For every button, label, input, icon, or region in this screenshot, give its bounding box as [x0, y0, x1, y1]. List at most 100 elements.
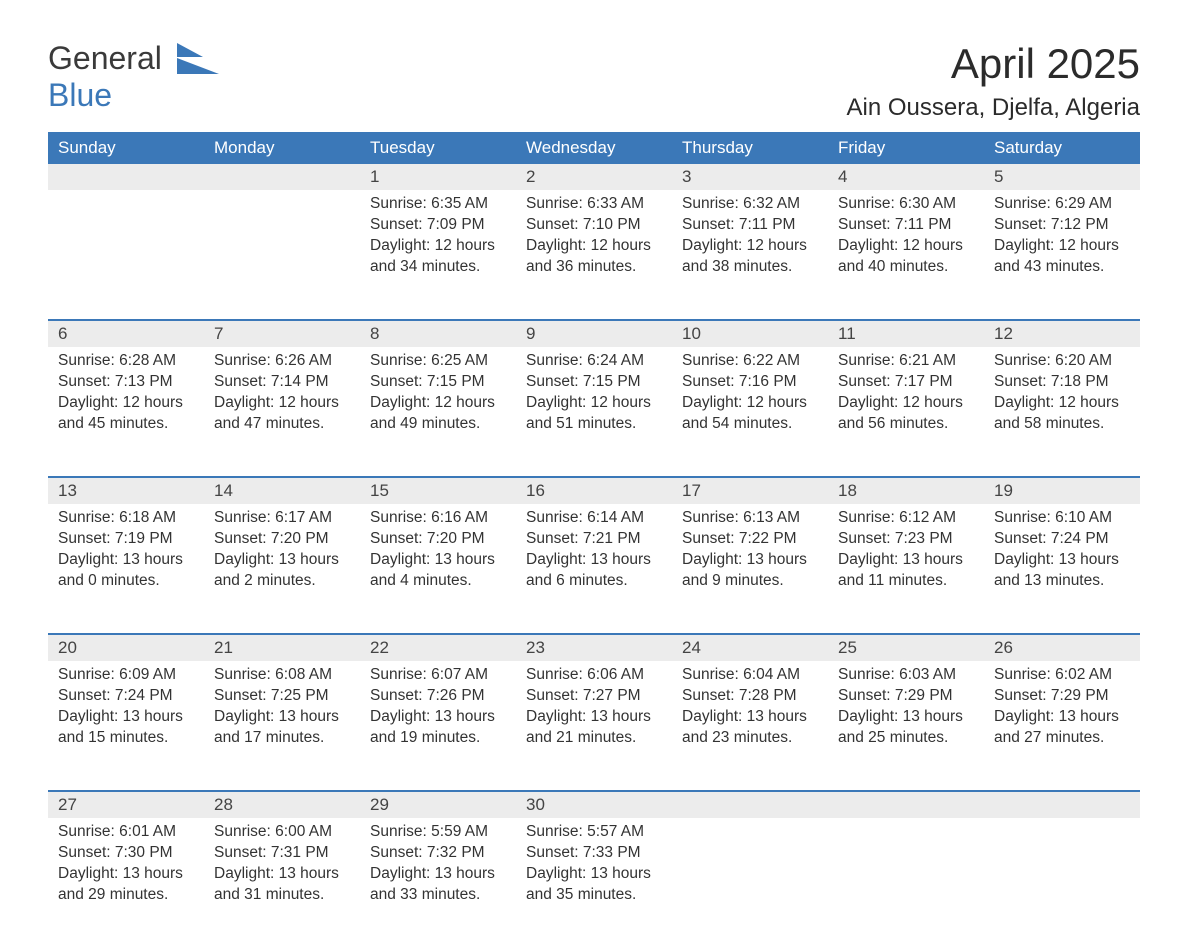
- daylight-line: Daylight: 13 hours and 15 minutes.: [58, 707, 194, 749]
- day-content-cell: Sunrise: 5:59 AMSunset: 7:32 PMDaylight:…: [360, 818, 516, 948]
- day-content-cell: Sunrise: 6:02 AMSunset: 7:29 PMDaylight:…: [984, 661, 1140, 791]
- day-content-cell: Sunrise: 6:22 AMSunset: 7:16 PMDaylight:…: [672, 347, 828, 477]
- sunrise-line: Sunrise: 6:35 AM: [370, 194, 506, 215]
- sunset-line: Sunset: 7:30 PM: [58, 843, 194, 864]
- daylight-line: Daylight: 12 hours and 38 minutes.: [682, 236, 818, 278]
- day-content-cell: Sunrise: 5:57 AMSunset: 7:33 PMDaylight:…: [516, 818, 672, 948]
- day-number-cell: [828, 791, 984, 818]
- sunset-line: Sunset: 7:11 PM: [682, 215, 818, 236]
- day-content-cell: Sunrise: 6:21 AMSunset: 7:17 PMDaylight:…: [828, 347, 984, 477]
- sunset-line: Sunset: 7:29 PM: [994, 686, 1130, 707]
- day-number-cell: 15: [360, 477, 516, 504]
- sunset-line: Sunset: 7:20 PM: [214, 529, 350, 550]
- day-content-cell: Sunrise: 6:08 AMSunset: 7:25 PMDaylight:…: [204, 661, 360, 791]
- day-number-cell: 4: [828, 164, 984, 190]
- sunrise-line: Sunrise: 5:57 AM: [526, 822, 662, 843]
- day-content-row: Sunrise: 6:35 AMSunset: 7:09 PMDaylight:…: [48, 190, 1140, 320]
- daylight-line: Daylight: 13 hours and 4 minutes.: [370, 550, 506, 592]
- day-content-cell: Sunrise: 6:13 AMSunset: 7:22 PMDaylight:…: [672, 504, 828, 634]
- daylight-line: Daylight: 13 hours and 6 minutes.: [526, 550, 662, 592]
- sunset-line: Sunset: 7:10 PM: [526, 215, 662, 236]
- day-number-cell: 16: [516, 477, 672, 504]
- daylight-line: Daylight: 13 hours and 29 minutes.: [58, 864, 194, 906]
- brand-word2: Blue: [48, 77, 112, 113]
- day-header-row: SundayMondayTuesdayWednesdayThursdayFrid…: [48, 132, 1140, 164]
- day-number-cell: 25: [828, 634, 984, 661]
- sunset-line: Sunset: 7:18 PM: [994, 372, 1130, 393]
- sunrise-line: Sunrise: 6:18 AM: [58, 508, 194, 529]
- day-header: Thursday: [672, 132, 828, 164]
- day-content-cell: Sunrise: 6:14 AMSunset: 7:21 PMDaylight:…: [516, 504, 672, 634]
- day-content-cell: Sunrise: 6:33 AMSunset: 7:10 PMDaylight:…: [516, 190, 672, 320]
- daylight-line: Daylight: 12 hours and 45 minutes.: [58, 393, 194, 435]
- day-header: Sunday: [48, 132, 204, 164]
- day-number-cell: 7: [204, 320, 360, 347]
- sunset-line: Sunset: 7:14 PM: [214, 372, 350, 393]
- daylight-line: Daylight: 12 hours and 56 minutes.: [838, 393, 974, 435]
- daylight-line: Daylight: 12 hours and 36 minutes.: [526, 236, 662, 278]
- sunset-line: Sunset: 7:11 PM: [838, 215, 974, 236]
- sunset-line: Sunset: 7:24 PM: [994, 529, 1130, 550]
- day-content-cell: [828, 818, 984, 948]
- sunrise-line: Sunrise: 6:07 AM: [370, 665, 506, 686]
- sunset-line: Sunset: 7:17 PM: [838, 372, 974, 393]
- day-number-cell: 1: [360, 164, 516, 190]
- sunrise-line: Sunrise: 6:25 AM: [370, 351, 506, 372]
- sunrise-line: Sunrise: 6:02 AM: [994, 665, 1130, 686]
- sunrise-line: Sunrise: 6:00 AM: [214, 822, 350, 843]
- day-content-cell: Sunrise: 6:20 AMSunset: 7:18 PMDaylight:…: [984, 347, 1140, 477]
- daylight-line: Daylight: 13 hours and 13 minutes.: [994, 550, 1130, 592]
- day-content-cell: Sunrise: 6:28 AMSunset: 7:13 PMDaylight:…: [48, 347, 204, 477]
- day-content-cell: [984, 818, 1140, 948]
- daylight-line: Daylight: 13 hours and 23 minutes.: [682, 707, 818, 749]
- daylight-line: Daylight: 12 hours and 58 minutes.: [994, 393, 1130, 435]
- daylight-line: Daylight: 12 hours and 51 minutes.: [526, 393, 662, 435]
- day-content-cell: Sunrise: 6:09 AMSunset: 7:24 PMDaylight:…: [48, 661, 204, 791]
- sunrise-line: Sunrise: 6:20 AM: [994, 351, 1130, 372]
- day-number-cell: 29: [360, 791, 516, 818]
- daylight-line: Daylight: 13 hours and 25 minutes.: [838, 707, 974, 749]
- day-header: Saturday: [984, 132, 1140, 164]
- sunrise-line: Sunrise: 6:22 AM: [682, 351, 818, 372]
- sunset-line: Sunset: 7:12 PM: [994, 215, 1130, 236]
- day-number-cell: [48, 164, 204, 190]
- day-content-cell: Sunrise: 6:10 AMSunset: 7:24 PMDaylight:…: [984, 504, 1140, 634]
- day-content-cell: Sunrise: 6:01 AMSunset: 7:30 PMDaylight:…: [48, 818, 204, 948]
- sunrise-line: Sunrise: 6:16 AM: [370, 508, 506, 529]
- sunset-line: Sunset: 7:24 PM: [58, 686, 194, 707]
- day-number-cell: 8: [360, 320, 516, 347]
- sunrise-line: Sunrise: 6:12 AM: [838, 508, 974, 529]
- day-number-cell: 19: [984, 477, 1140, 504]
- day-content-cell: Sunrise: 6:06 AMSunset: 7:27 PMDaylight:…: [516, 661, 672, 791]
- day-number-row: 20212223242526: [48, 634, 1140, 661]
- day-number-cell: [672, 791, 828, 818]
- day-number-cell: 17: [672, 477, 828, 504]
- sunrise-line: Sunrise: 6:10 AM: [994, 508, 1130, 529]
- daylight-line: Daylight: 13 hours and 19 minutes.: [370, 707, 506, 749]
- day-number-cell: [984, 791, 1140, 818]
- day-number-cell: 21: [204, 634, 360, 661]
- day-number-cell: 12: [984, 320, 1140, 347]
- month-title: April 2025: [847, 40, 1140, 88]
- sunrise-line: Sunrise: 6:26 AM: [214, 351, 350, 372]
- sunset-line: Sunset: 7:20 PM: [370, 529, 506, 550]
- day-header: Monday: [204, 132, 360, 164]
- day-content-cell: [672, 818, 828, 948]
- sunrise-line: Sunrise: 6:04 AM: [682, 665, 818, 686]
- location-subtitle: Ain Oussera, Djelfa, Algeria: [847, 94, 1140, 122]
- day-number-row: 13141516171819: [48, 477, 1140, 504]
- day-content-row: Sunrise: 6:18 AMSunset: 7:19 PMDaylight:…: [48, 504, 1140, 634]
- day-content-cell: Sunrise: 6:03 AMSunset: 7:29 PMDaylight:…: [828, 661, 984, 791]
- daylight-line: Daylight: 12 hours and 43 minutes.: [994, 236, 1130, 278]
- day-content-cell: Sunrise: 6:25 AMSunset: 7:15 PMDaylight:…: [360, 347, 516, 477]
- day-header: Tuesday: [360, 132, 516, 164]
- sunrise-line: Sunrise: 6:28 AM: [58, 351, 194, 372]
- sunrise-line: Sunrise: 6:30 AM: [838, 194, 974, 215]
- day-number-cell: 22: [360, 634, 516, 661]
- day-header: Friday: [828, 132, 984, 164]
- sunset-line: Sunset: 7:15 PM: [370, 372, 506, 393]
- day-number-cell: 11: [828, 320, 984, 347]
- day-content-cell: Sunrise: 6:29 AMSunset: 7:12 PMDaylight:…: [984, 190, 1140, 320]
- day-content-cell: Sunrise: 6:16 AMSunset: 7:20 PMDaylight:…: [360, 504, 516, 634]
- brand-text: General Blue: [48, 40, 219, 114]
